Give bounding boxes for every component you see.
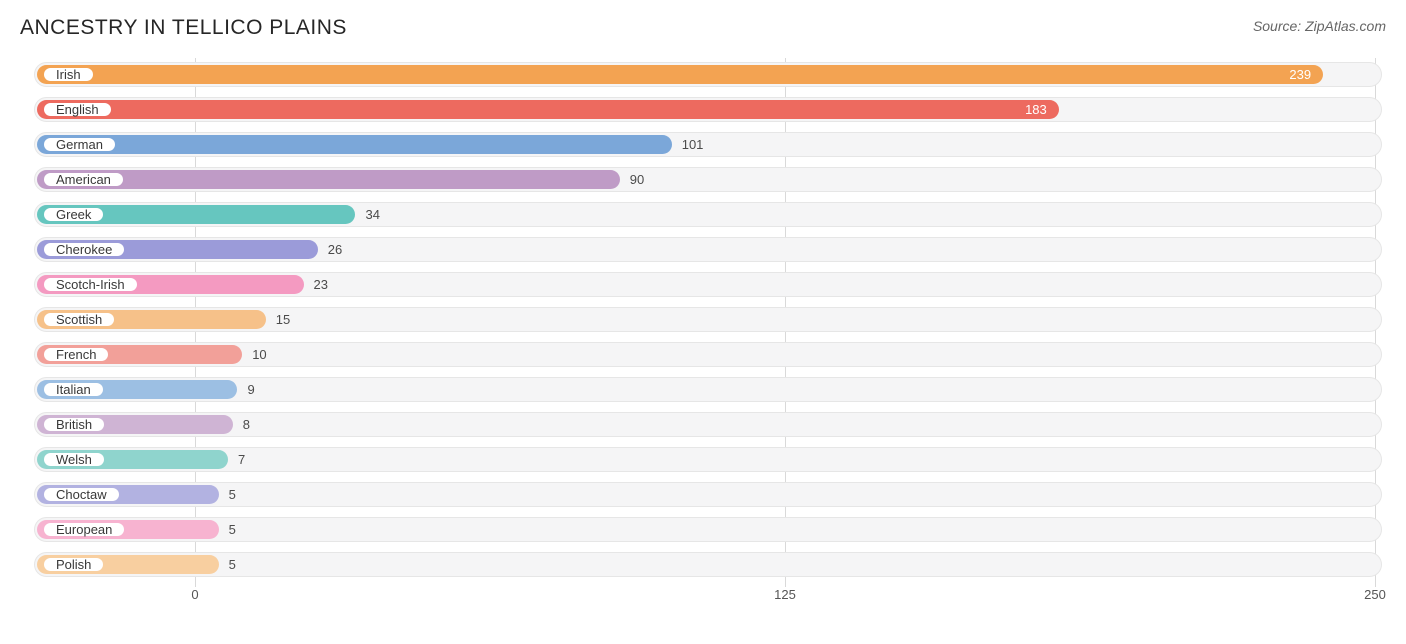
bar-row: Welsh 7: [20, 443, 1386, 476]
bar-value: 183: [1025, 93, 1047, 126]
category-pill: European: [42, 521, 126, 538]
bar-value: 23: [314, 268, 328, 301]
bar-value: 239: [1289, 58, 1311, 91]
bar-value: 26: [328, 233, 342, 266]
bar-row: Choctaw 5: [20, 478, 1386, 511]
bar-value: 8: [243, 408, 250, 441]
chart-header: ANCESTRY IN TELLICO PLAINS Source: ZipAt…: [20, 16, 1386, 40]
category-pill: Cherokee: [42, 241, 126, 258]
category-pill: American: [42, 171, 125, 188]
bar-track: [34, 552, 1382, 577]
category-pill: Polish: [42, 556, 105, 573]
bar-track: [34, 412, 1382, 437]
category-pill: Choctaw: [42, 486, 121, 503]
bar-value: 5: [229, 513, 236, 546]
bar-row: Greek 34: [20, 198, 1386, 231]
bar-value: 90: [630, 163, 644, 196]
chart-container: Irish239English183German101American90Gre…: [20, 58, 1386, 607]
bar-value: 9: [247, 373, 254, 406]
chart-title: ANCESTRY IN TELLICO PLAINS: [20, 16, 347, 40]
bar-value: 5: [229, 478, 236, 511]
bar-value: 34: [365, 198, 379, 231]
x-tick: 250: [1364, 587, 1386, 602]
bar-row: Polish 5: [20, 548, 1386, 581]
bar-value: 10: [252, 338, 266, 371]
bar-track: [34, 482, 1382, 507]
bar-value: 15: [276, 303, 290, 336]
category-pill: Scotch-Irish: [42, 276, 139, 293]
bar-fill: [37, 65, 1323, 84]
bar-fill: [37, 135, 672, 154]
x-axis: 0 125 250: [20, 585, 1386, 607]
category-pill: Welsh: [42, 451, 106, 468]
bar-row: Cherokee 26: [20, 233, 1386, 266]
bar-row: English 183: [20, 93, 1386, 126]
bar-row: German 101: [20, 128, 1386, 161]
category-pill: British: [42, 416, 106, 433]
category-pill: French: [42, 346, 110, 363]
bar-fill: [37, 100, 1059, 119]
bar-track: [34, 447, 1382, 472]
bar-row: American 90: [20, 163, 1386, 196]
x-tick: 0: [191, 587, 198, 602]
x-tick: 125: [774, 587, 796, 602]
bar-value: 5: [229, 548, 236, 581]
category-pill: German: [42, 136, 117, 153]
bar-row: French 10: [20, 338, 1386, 371]
category-pill: Greek: [42, 206, 105, 223]
plot-area: Irish239English183German101American90Gre…: [20, 58, 1386, 607]
bar-track: [34, 517, 1382, 542]
bar-row: British 8: [20, 408, 1386, 441]
bar-row: Irish 239: [20, 58, 1386, 91]
category-pill: Italian: [42, 381, 105, 398]
bar-value: 101: [682, 128, 704, 161]
category-pill: Irish: [42, 66, 95, 83]
category-pill: English: [42, 101, 113, 118]
bar-row: Scotch-Irish 23: [20, 268, 1386, 301]
bar-row: Italian 9: [20, 373, 1386, 406]
bar-row: European 5: [20, 513, 1386, 546]
chart-source: Source: ZipAtlas.com: [1253, 18, 1386, 34]
bar-value: 7: [238, 443, 245, 476]
bar-row: Scottish 15: [20, 303, 1386, 336]
category-pill: Scottish: [42, 311, 116, 328]
